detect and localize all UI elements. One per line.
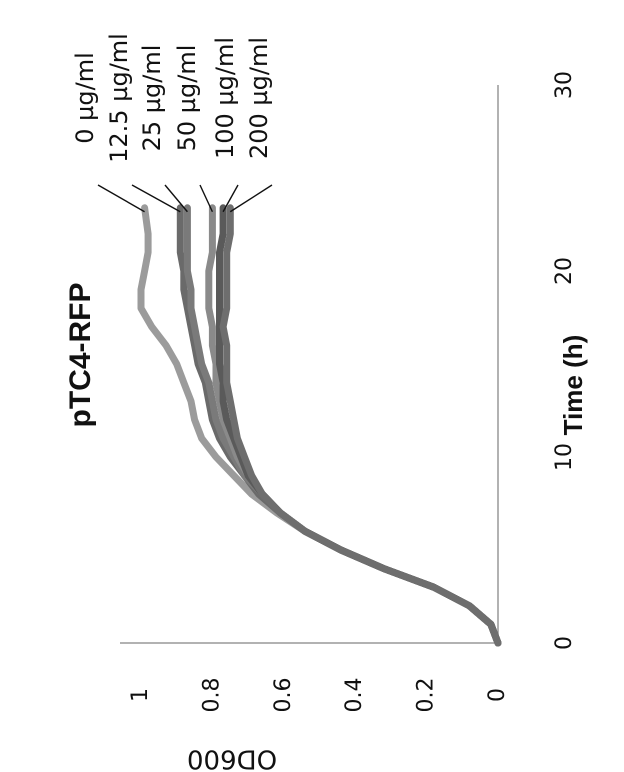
series-line — [137, 204, 502, 647]
callout-leader-line — [97, 184, 145, 213]
series-callout-label: 0 µg/ml — [71, 52, 99, 144]
time-tick-label: 10 — [552, 443, 577, 471]
time-tick-label: 0 — [552, 636, 577, 650]
od-tick-label: 1 — [128, 688, 153, 702]
od-tick-label: 0.4 — [342, 678, 367, 713]
series-line — [205, 204, 502, 647]
series-line — [216, 204, 502, 647]
series-callout-label: 25 µg/ml — [138, 45, 166, 152]
callout-leader-line — [229, 184, 273, 213]
od-tick-label: 0.8 — [199, 678, 224, 713]
series-callout-label: 50 µg/ml — [173, 45, 201, 152]
series-line — [219, 204, 502, 647]
series-callout-label: 12.5 µg/ml — [105, 33, 133, 163]
chart-title: pTC4-RFP — [64, 283, 97, 428]
time-tick-label: 20 — [552, 257, 577, 285]
time-axis-title: Time (h) — [558, 335, 588, 436]
od-axis-title: OD600 — [187, 744, 277, 772]
od-tick-label: 0 — [485, 688, 510, 702]
callout-leader-line — [222, 184, 239, 213]
od-tick-label: 0.2 — [414, 678, 439, 713]
series-callout-label: 100 µg/ml — [211, 37, 239, 159]
plot-area: 0 10 20 30 0 0.2 0.4 0.6 0.8 1 Time (h) OD600 pTC4-R… — [64, 33, 588, 772]
callout-leader-line — [131, 184, 181, 213]
callout-leader-line — [164, 184, 188, 213]
callout-leader-line — [199, 184, 214, 213]
series-callout-label: 200 µg/ml — [245, 37, 273, 159]
time-tick-label: 30 — [552, 71, 577, 99]
od-tick-label: 0.6 — [271, 678, 296, 713]
